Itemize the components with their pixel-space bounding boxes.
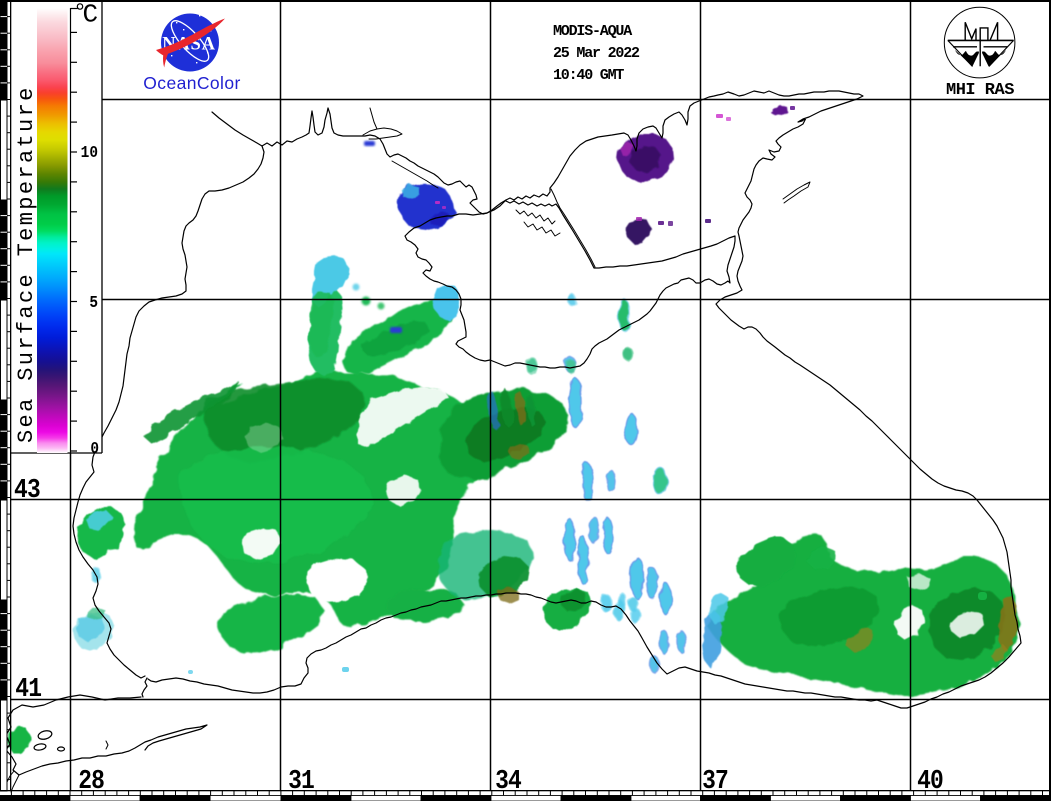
svg-text:0: 0 [90,439,99,458]
svg-text:25 Mar 2022: 25 Mar 2022 [553,45,640,62]
svg-text:C: C [83,0,99,30]
svg-text:10: 10 [81,143,98,162]
svg-text:MODIS-AQUA: MODIS-AQUA [553,23,632,40]
svg-text:5: 5 [89,293,98,312]
svg-text:43: 43 [14,474,40,505]
svg-text:41: 41 [15,673,41,704]
svg-text:31: 31 [288,765,314,796]
svg-text:10:40 GMT: 10:40 GMT [553,67,624,84]
svg-text:28: 28 [78,765,104,796]
svg-text:40: 40 [917,765,943,796]
svg-text:34: 34 [495,765,522,796]
svg-text:MHI RAS: MHI RAS [946,81,1014,100]
svg-text:OceanColor: OceanColor [143,73,240,93]
svg-text:Sea Surface Temperature: Sea Surface Temperature [14,85,39,443]
svg-text:37: 37 [702,765,728,796]
